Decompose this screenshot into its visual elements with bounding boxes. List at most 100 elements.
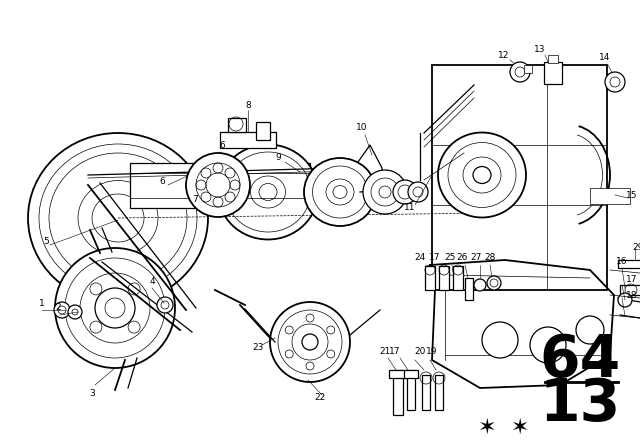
Ellipse shape: [333, 185, 347, 198]
Circle shape: [196, 163, 240, 207]
Bar: [407, 370, 415, 410]
Text: 10: 10: [356, 124, 368, 133]
Bar: [220, 132, 276, 148]
Text: 9: 9: [275, 154, 281, 163]
Text: 25: 25: [444, 254, 456, 263]
Circle shape: [605, 72, 625, 92]
Text: 18: 18: [627, 292, 637, 301]
Ellipse shape: [49, 153, 187, 283]
Circle shape: [270, 302, 350, 382]
Bar: [524, 65, 532, 73]
Text: 1: 1: [39, 298, 45, 307]
Circle shape: [363, 170, 407, 214]
Text: 17: 17: [389, 348, 401, 357]
Circle shape: [408, 182, 428, 202]
Circle shape: [55, 248, 175, 368]
Bar: [432, 65, 607, 290]
Ellipse shape: [28, 133, 208, 303]
Bar: [404, 370, 418, 378]
Circle shape: [65, 258, 165, 358]
Text: 21: 21: [380, 348, 390, 357]
Text: 14: 14: [599, 53, 611, 63]
Ellipse shape: [304, 158, 376, 226]
Text: 29: 29: [632, 244, 640, 253]
Text: 64: 64: [540, 332, 621, 388]
Text: 20: 20: [414, 348, 426, 357]
Text: 8: 8: [245, 100, 251, 109]
Ellipse shape: [225, 152, 310, 232]
Text: 2: 2: [55, 303, 61, 313]
Circle shape: [54, 302, 70, 318]
Ellipse shape: [259, 184, 277, 201]
Circle shape: [398, 185, 412, 199]
Text: 22: 22: [314, 393, 326, 402]
Bar: [393, 370, 403, 415]
Circle shape: [186, 153, 250, 217]
Text: 6: 6: [159, 177, 165, 186]
Text: 19: 19: [426, 348, 438, 357]
Text: 16: 16: [616, 258, 628, 267]
Ellipse shape: [463, 157, 501, 193]
Text: 17: 17: [627, 276, 637, 284]
Circle shape: [105, 298, 125, 318]
Bar: [425, 266, 435, 290]
Circle shape: [292, 324, 328, 360]
Circle shape: [379, 186, 391, 198]
Text: 13: 13: [534, 46, 546, 55]
Text: 5: 5: [43, 237, 49, 246]
Bar: [620, 285, 640, 295]
Text: 26: 26: [456, 254, 468, 263]
Bar: [544, 62, 562, 84]
Text: 17: 17: [429, 254, 441, 263]
Bar: [256, 122, 270, 140]
Ellipse shape: [39, 144, 197, 292]
Ellipse shape: [250, 176, 285, 208]
Bar: [618, 260, 640, 268]
Ellipse shape: [78, 181, 158, 255]
Text: 24: 24: [414, 254, 426, 263]
Bar: [465, 278, 473, 300]
Circle shape: [413, 187, 423, 197]
Circle shape: [302, 334, 318, 350]
Text: 13: 13: [540, 376, 621, 434]
Circle shape: [80, 273, 150, 343]
Ellipse shape: [438, 133, 526, 217]
Ellipse shape: [218, 145, 318, 240]
Bar: [389, 370, 407, 378]
Text: 3: 3: [89, 388, 95, 397]
Text: 12: 12: [499, 51, 509, 60]
Circle shape: [157, 297, 173, 313]
Circle shape: [482, 322, 518, 358]
Ellipse shape: [326, 179, 354, 205]
Circle shape: [530, 327, 566, 363]
Ellipse shape: [312, 166, 367, 218]
Bar: [422, 375, 430, 410]
Text: 6: 6: [219, 141, 225, 150]
Circle shape: [278, 310, 342, 374]
Circle shape: [393, 180, 417, 204]
Bar: [130, 163, 310, 208]
Bar: [228, 118, 246, 132]
Circle shape: [206, 173, 230, 197]
Circle shape: [371, 178, 399, 206]
Circle shape: [576, 316, 604, 344]
Circle shape: [474, 279, 486, 291]
Ellipse shape: [448, 142, 516, 207]
Text: 28: 28: [484, 254, 496, 263]
Circle shape: [618, 293, 632, 307]
Circle shape: [510, 62, 530, 82]
Circle shape: [487, 276, 501, 290]
Bar: [548, 55, 558, 63]
Ellipse shape: [92, 194, 144, 242]
Text: 27: 27: [470, 254, 482, 263]
Circle shape: [95, 288, 135, 328]
Bar: [590, 188, 630, 204]
Bar: [453, 266, 463, 290]
Text: 4: 4: [149, 277, 155, 287]
Text: 11: 11: [404, 203, 416, 212]
Circle shape: [68, 305, 82, 319]
Bar: [439, 266, 449, 290]
Text: 23: 23: [252, 344, 264, 353]
Text: 15: 15: [627, 190, 637, 199]
Ellipse shape: [473, 167, 491, 184]
